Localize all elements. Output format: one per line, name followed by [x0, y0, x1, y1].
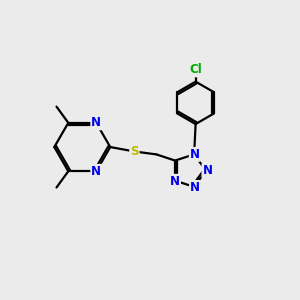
Text: Cl: Cl — [189, 63, 202, 76]
Text: N: N — [170, 175, 180, 188]
Text: N: N — [190, 148, 200, 161]
Text: N: N — [202, 164, 212, 177]
Text: N: N — [91, 116, 101, 129]
Text: S: S — [130, 145, 139, 158]
Text: N: N — [190, 181, 200, 194]
Text: N: N — [91, 165, 101, 178]
